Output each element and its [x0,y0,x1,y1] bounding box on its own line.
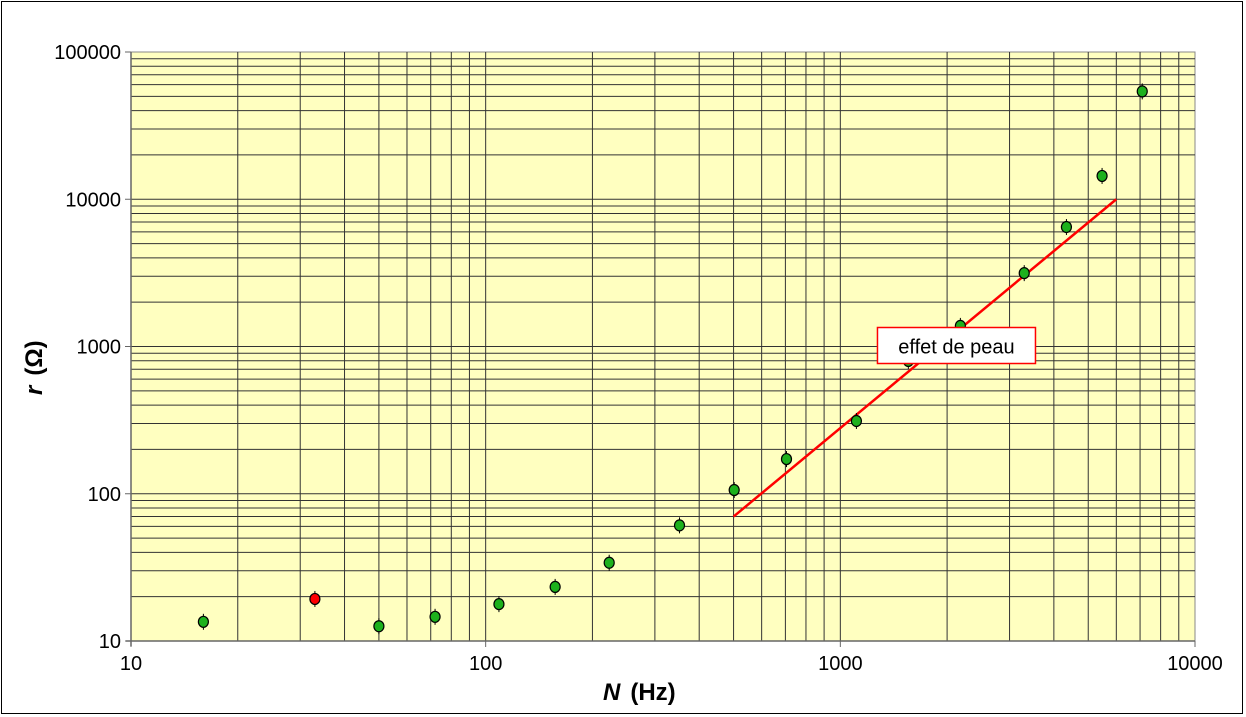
x-tick-label: 1000 [818,653,863,675]
data-point [728,483,740,497]
y-tick-label: 10000 [65,189,121,211]
data-points [197,83,1148,635]
data-point [603,556,615,569]
y-axis-unit: (Ω) [21,340,48,375]
data-point [197,615,209,628]
data-point [309,592,321,606]
y-tick-label: 1000 [77,337,122,359]
data-point [493,598,505,611]
annotation-border [876,326,1037,365]
y-axis-symbol: r [21,384,48,395]
y-tick-label: 100000 [54,42,121,64]
annotation-box: effet de peau [876,326,1037,365]
data-point [1018,267,1030,280]
y-tick-label: 100 [88,484,121,506]
data-point [1096,169,1108,183]
y-tick-label: 10 [99,631,121,653]
y-axis-label: r (Ω) [21,340,48,395]
x-axis-symbol: N [603,679,621,706]
data-point [549,580,561,594]
x-axis-label: N (Hz) [603,679,676,706]
x-tick-label: 100 [469,653,502,675]
x-axis-ticks: 10 100 1000 10000 [120,641,1223,675]
x-axis-unit: (Hz) [630,679,675,706]
data-point [1060,220,1073,234]
data-point [373,620,385,633]
x-tick-label: 10000 [1167,653,1223,675]
y-axis-ticks: 10 100 1000 10000 100000 [54,42,131,653]
data-point [429,610,441,623]
data-point [780,452,793,466]
data-point [673,519,686,532]
data-point [850,414,863,428]
x-tick-label: 10 [120,653,142,675]
data-point [1136,85,1148,98]
annotation-text: effet de peau [898,337,1014,359]
